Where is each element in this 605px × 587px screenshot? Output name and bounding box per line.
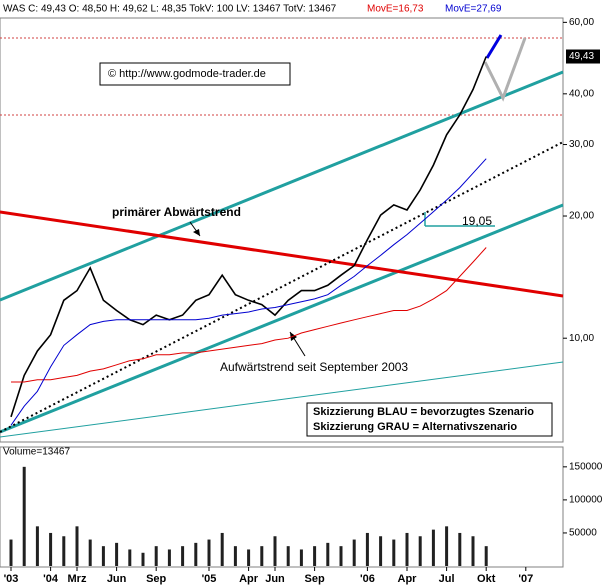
volume-tick-label: 100000 — [569, 495, 603, 506]
volume-bar — [194, 542, 198, 566]
legend-entry: MovE=27,69 — [445, 4, 502, 15]
volume-bar — [9, 539, 13, 566]
volume-bar — [233, 546, 237, 566]
volume-bar — [286, 546, 290, 566]
volume-bar — [458, 532, 462, 566]
x-tick-label: Mrz — [68, 573, 87, 585]
last-value-label: 49,43 — [569, 51, 594, 62]
chart-title: WAS C: 49,43 O: 48,50 H: 49,62 L: 48,35 … — [3, 4, 337, 15]
volume-bar — [352, 539, 356, 566]
x-tick-label: '07 — [518, 573, 533, 585]
x-tick-label: Apr — [398, 573, 418, 585]
volume-bar — [418, 536, 422, 566]
x-tick-label: '03 — [4, 573, 19, 585]
volume-bar — [365, 532, 369, 566]
x-tick-label: Apr — [239, 573, 259, 585]
volume-bar — [471, 536, 475, 566]
x-tick-label: Sep — [305, 573, 325, 585]
annotation: primärer Abwärtstrend — [112, 205, 241, 219]
x-tick-label: '04 — [43, 573, 59, 585]
volume-bar — [181, 546, 185, 566]
trend-channel — [0, 203, 564, 434]
legend-entry: MovE=16,73 — [367, 4, 424, 15]
volume-bar — [247, 549, 251, 566]
annotation: Aufwärtstrend seit September 2003 — [220, 360, 408, 374]
copyright: © http://www.godmode-trader.de — [108, 68, 266, 80]
x-tick-label: Jun — [107, 573, 127, 585]
x-tick-label: Jul — [439, 573, 455, 585]
volume-bar — [431, 529, 435, 566]
y-tick-label: 60,00 — [569, 17, 594, 28]
volume-bar — [49, 532, 53, 566]
y-tick-label: 40,00 — [569, 88, 594, 99]
trend-channel — [0, 70, 564, 302]
volume-bar — [141, 552, 145, 566]
volume-bar — [128, 549, 132, 566]
x-tick-label: '05 — [202, 573, 217, 585]
moving-average — [11, 247, 487, 383]
volume-bar — [405, 532, 409, 566]
volume-bar — [326, 542, 330, 566]
x-tick-label: Jun — [265, 573, 285, 585]
volume-bar — [207, 539, 211, 566]
volume-bar — [260, 546, 264, 566]
y-tick-label: 30,00 — [569, 139, 594, 150]
price-line — [10, 56, 487, 418]
scenario-box — [306, 402, 553, 437]
volume-bar — [445, 526, 449, 566]
volume-bar — [101, 546, 105, 566]
volume-bar — [220, 532, 224, 566]
volume-tick-label: 50000 — [569, 528, 597, 539]
arrow-head — [193, 229, 200, 236]
scenario-text: Skizzierung BLAU = bevorzugtes Szenario — [313, 406, 534, 418]
x-tick-label: '06 — [360, 573, 375, 585]
volume-tick-label: 150000 — [569, 461, 603, 472]
scenario-gray — [483, 37, 527, 102]
trend-line — [0, 361, 564, 438]
volume-panel — [0, 446, 564, 568]
x-tick-label: Okt — [477, 573, 496, 585]
volume-bar — [22, 466, 26, 566]
y-tick-label: 10,00 — [569, 333, 594, 344]
support-label: 19,05 — [462, 214, 492, 228]
x-tick-label: Sep — [146, 573, 166, 585]
volume-bar — [392, 539, 396, 566]
scenario-blue — [485, 34, 503, 59]
last-value-box — [566, 49, 600, 64]
volume-bar — [313, 546, 317, 566]
copyright-box — [99, 62, 291, 86]
volume-bar — [167, 549, 171, 566]
volume-bar — [379, 536, 383, 566]
downtrend-line — [0, 210, 564, 298]
volume-bar — [339, 546, 343, 566]
moving-average — [10, 158, 487, 426]
volume-bar — [62, 536, 66, 566]
volume-bar — [75, 526, 79, 566]
volume-bar — [35, 526, 39, 566]
volume-bar — [88, 539, 92, 566]
volume-title: Volume=13467 — [3, 447, 70, 458]
price-panel — [0, 17, 564, 443]
volume-bar — [273, 536, 277, 566]
volume-bar — [484, 546, 488, 566]
scenario-text: Skizzierung GRAU = Alternativszenario — [313, 421, 517, 433]
volume-bar — [115, 542, 119, 566]
uptrend-line — [0, 141, 564, 433]
y-tick-label: 20,00 — [569, 211, 594, 222]
volume-bar — [299, 549, 303, 566]
volume-bar — [154, 546, 158, 566]
